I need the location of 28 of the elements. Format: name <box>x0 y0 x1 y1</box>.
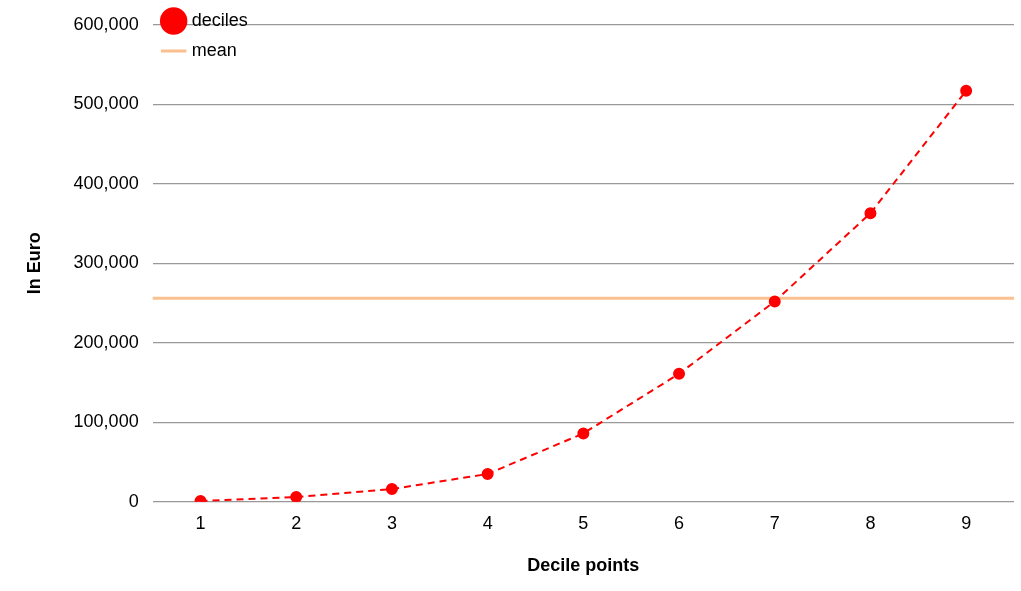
legend-label: mean <box>191 39 237 60</box>
point <box>481 467 494 480</box>
x-axis-title: Decile points <box>527 555 640 576</box>
y-tick-label: 100,000 <box>73 411 139 432</box>
y-axis-title: In Euro <box>23 232 44 295</box>
point <box>864 207 877 220</box>
point <box>577 427 590 440</box>
x-tick-label: 9 <box>961 512 972 533</box>
x-tick-label: 4 <box>482 512 493 533</box>
point <box>290 491 303 502</box>
legend-label: deciles <box>191 9 248 30</box>
x-tick-label: 8 <box>865 512 876 533</box>
x-tick-label: 2 <box>291 512 302 533</box>
x-tick-label: 6 <box>674 512 685 533</box>
y-tick-label: 400,000 <box>73 172 139 193</box>
y-tick-label: 500,000 <box>73 93 139 114</box>
y-tick-label: 600,000 <box>73 13 139 34</box>
x-tick-label: 7 <box>769 512 780 533</box>
y-tick-label: 200,000 <box>73 331 139 352</box>
point <box>673 367 686 380</box>
point <box>960 84 973 97</box>
point <box>768 295 781 308</box>
x-tick-label: 5 <box>578 512 589 533</box>
y-tick-label: 0 <box>128 490 139 511</box>
point <box>385 483 398 496</box>
x-tick-label: 3 <box>386 512 397 533</box>
x-tick-label: 1 <box>195 512 206 533</box>
y-tick-label: 300,000 <box>73 252 139 273</box>
